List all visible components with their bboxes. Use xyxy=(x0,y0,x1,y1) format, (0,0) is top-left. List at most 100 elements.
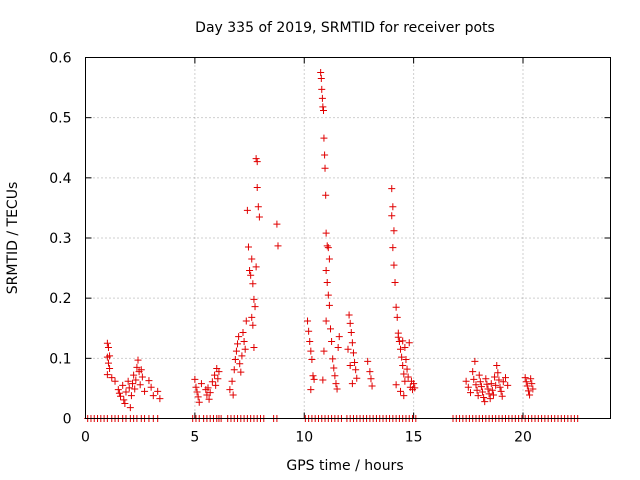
data-point xyxy=(529,385,537,393)
data-point xyxy=(131,385,139,393)
data-point xyxy=(477,383,485,391)
data-point xyxy=(192,383,200,391)
data-point xyxy=(521,374,529,382)
data-point xyxy=(395,337,403,345)
data-point xyxy=(193,388,201,396)
data-point xyxy=(125,384,133,392)
data-point xyxy=(502,374,509,382)
data-point xyxy=(228,377,236,385)
data-point xyxy=(239,328,247,336)
data-point xyxy=(138,373,146,381)
data-point xyxy=(130,371,138,379)
data-point xyxy=(485,390,493,398)
data-point xyxy=(497,387,505,395)
data-point xyxy=(352,366,360,374)
data-point xyxy=(470,375,478,383)
data-point xyxy=(367,375,375,383)
data-point xyxy=(248,313,256,321)
data-point xyxy=(235,333,243,341)
data-point xyxy=(344,345,352,353)
data-point xyxy=(323,279,331,287)
data-point xyxy=(388,185,396,193)
data-point xyxy=(237,368,245,376)
data-point xyxy=(322,229,330,237)
data-point xyxy=(103,339,111,347)
data-point xyxy=(397,345,404,353)
data-point xyxy=(330,364,338,372)
data-point xyxy=(493,362,501,370)
data-point xyxy=(121,399,129,407)
data-point xyxy=(156,395,164,403)
data-point xyxy=(236,360,244,368)
y-tick-label: 0.3 xyxy=(49,231,71,247)
data-point xyxy=(147,383,155,391)
data-point xyxy=(127,392,135,400)
data-point xyxy=(328,337,336,345)
data-point xyxy=(398,353,406,361)
x-tick-label: 15 xyxy=(405,430,423,446)
y-tick-label: 0.2 xyxy=(49,291,71,307)
data-point xyxy=(325,255,333,263)
data-point xyxy=(394,333,402,341)
x-tick-label: 10 xyxy=(295,430,313,446)
data-point xyxy=(401,377,409,385)
data-point xyxy=(322,191,330,199)
data-point xyxy=(401,344,409,352)
data-point xyxy=(321,164,329,172)
data-point xyxy=(482,375,490,383)
data-point xyxy=(393,313,401,321)
y-tick-label: 0 xyxy=(63,412,72,428)
data-point xyxy=(273,220,281,228)
data-point xyxy=(319,376,327,384)
data-point xyxy=(347,328,355,336)
data-point xyxy=(132,376,140,384)
axis-ticks: 0 0.1 0.2 0.3 0.4 0.5 0.6 0 5 10 15 20 xyxy=(49,51,611,446)
data-point xyxy=(248,255,256,263)
data-point xyxy=(475,371,483,379)
data-point xyxy=(323,242,331,250)
data-point xyxy=(117,392,124,400)
data-point xyxy=(399,362,407,370)
data-point xyxy=(253,158,261,166)
data-point xyxy=(489,391,497,399)
data-point xyxy=(246,266,254,274)
data-point xyxy=(308,356,316,364)
data-point xyxy=(392,303,400,311)
data-point xyxy=(191,375,199,383)
data-point xyxy=(137,366,145,374)
data-point xyxy=(469,368,477,376)
data-point xyxy=(522,378,530,386)
y-tick-label: 0.1 xyxy=(49,351,71,367)
data-point xyxy=(348,339,356,347)
data-point xyxy=(249,321,257,329)
data-point xyxy=(498,392,506,400)
data-point xyxy=(351,359,359,367)
data-point xyxy=(250,295,258,303)
data-point xyxy=(399,337,407,345)
data-point xyxy=(320,347,328,355)
data-point xyxy=(410,380,418,388)
data-point xyxy=(324,244,332,252)
data-point xyxy=(400,370,408,378)
data-point xyxy=(103,353,111,361)
data-point xyxy=(346,362,354,370)
data-point xyxy=(242,317,250,325)
data-points xyxy=(84,69,582,422)
data-point xyxy=(462,377,470,385)
data-point xyxy=(134,356,142,364)
data-point xyxy=(324,291,332,299)
data-point xyxy=(309,372,317,380)
data-point xyxy=(492,381,500,389)
data-point xyxy=(486,395,494,403)
data-point xyxy=(111,377,119,385)
data-point xyxy=(208,378,216,386)
data-point xyxy=(467,389,474,397)
data-point xyxy=(212,381,220,389)
data-point xyxy=(488,386,496,394)
data-point xyxy=(206,389,214,397)
data-point xyxy=(104,344,112,352)
data-point xyxy=(305,327,313,335)
data-point xyxy=(136,381,144,389)
y-tick-label: 0.6 xyxy=(49,51,71,67)
data-point xyxy=(504,381,512,389)
